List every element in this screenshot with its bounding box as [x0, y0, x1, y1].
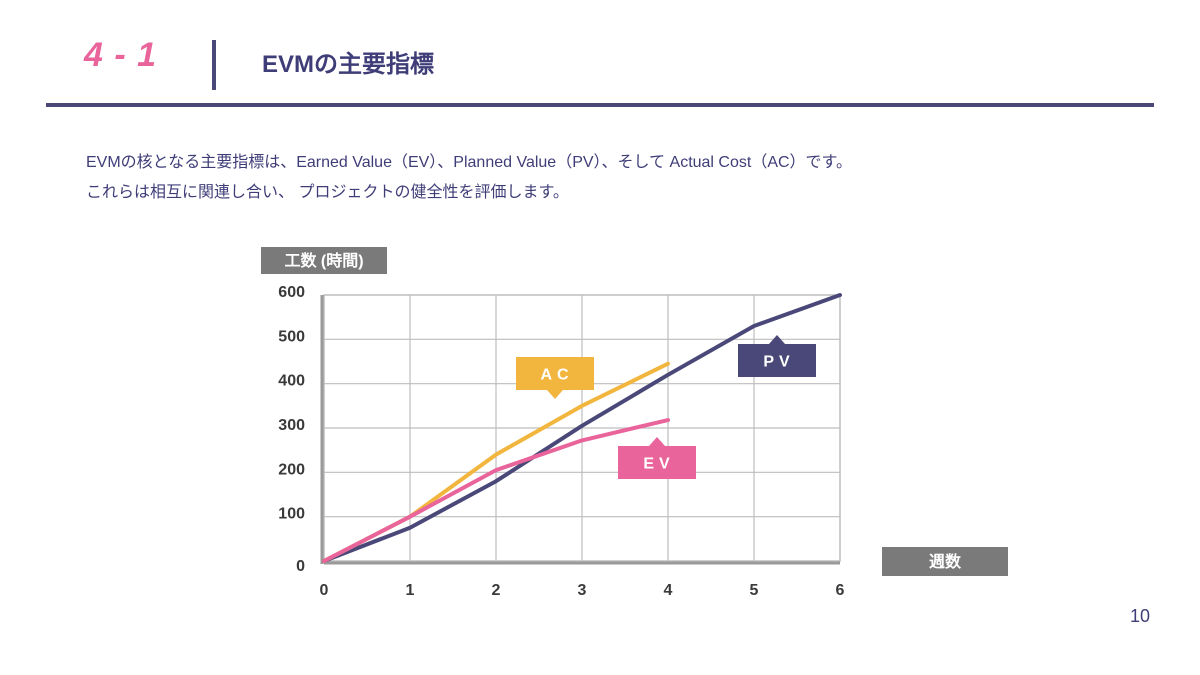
x-tick-label: 4 — [664, 582, 673, 599]
y-axis-label: 工数 (時間) — [284, 251, 363, 270]
callout-box-pv — [738, 344, 816, 377]
y-tick-label: 300 — [278, 417, 305, 434]
description-line-2: これらは相互に関連し合い、 プロジェクトの健全性を評価します。 — [86, 184, 569, 201]
chart-series — [322, 293, 842, 563]
y-tick-label: 500 — [278, 328, 305, 345]
callout-pointer-ac — [547, 390, 563, 399]
callout-pointer-pv — [769, 335, 785, 344]
x-axis-label: 週数 — [929, 552, 962, 571]
page-title: EVMの主要指標 — [262, 51, 435, 78]
y-tick-label: 100 — [278, 506, 305, 523]
description: EVMの核となる主要指標は、Earned Value（EV）、Planned V… — [86, 148, 1146, 208]
chart-labels: 工数 (時間) 週数 PV AC EV — [261, 247, 1008, 576]
callout-label-pv: PV — [763, 354, 794, 371]
y-tick-label: 200 — [278, 461, 305, 478]
header-rule — [46, 103, 1154, 107]
section-number: 4 - 1 — [84, 36, 158, 74]
series-line-pv — [322, 293, 842, 563]
callout-box-ev — [618, 446, 696, 479]
y-tick-label: 400 — [278, 373, 305, 390]
x-tick-label: 2 — [492, 582, 501, 599]
chart-ticks: 0 100 200 300 400 500 600 0 1 2 3 4 5 6 — [278, 284, 844, 599]
callout-label-ev: EV — [643, 456, 674, 473]
x-axis-label-box — [882, 547, 1008, 576]
x-tick-label: 5 — [750, 582, 759, 599]
callout-box-ac — [516, 357, 594, 390]
description-line-1: EVMの核となる主要指標は、Earned Value（EV）、Planned V… — [86, 154, 852, 171]
x-tick-label: 1 — [406, 582, 415, 599]
y-tick-label: 0 — [296, 558, 305, 575]
x-tick-label: 3 — [578, 582, 587, 599]
x-tick-label: 0 — [320, 582, 329, 599]
x-tick-label: 6 — [836, 582, 845, 599]
y-tick-label: 600 — [278, 284, 305, 301]
page-number: 10 — [1129, 606, 1150, 626]
series-line-ev — [322, 418, 670, 563]
y-axis-label-box — [261, 247, 387, 274]
title-divider — [212, 40, 216, 90]
callout-pointer-ev — [649, 437, 665, 446]
callout-label-ac: AC — [540, 367, 573, 384]
